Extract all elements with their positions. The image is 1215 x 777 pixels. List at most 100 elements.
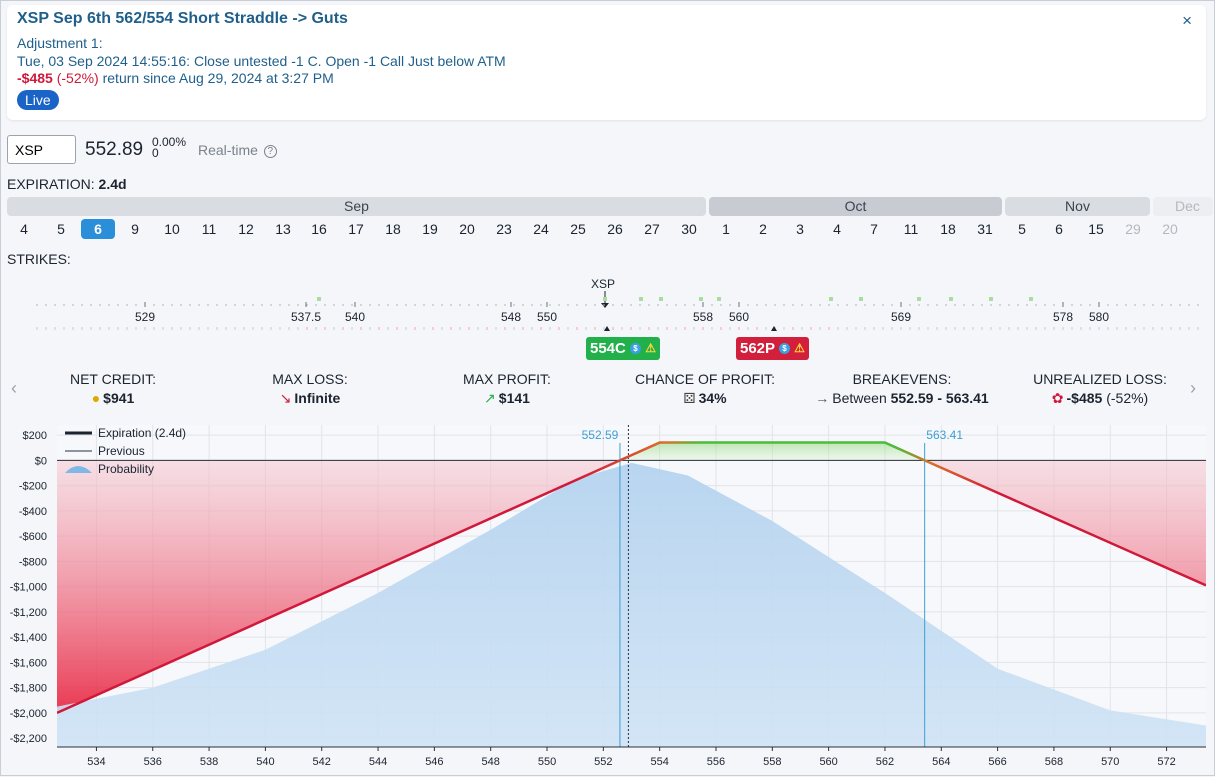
- underlying-marker-label: XSP: [591, 277, 615, 291]
- x-tick-label: 538: [200, 756, 218, 768]
- strike-label[interactable]: 560: [729, 310, 749, 324]
- chevron-right-icon[interactable]: ›: [1190, 378, 1196, 398]
- x-tick-label: 542: [313, 756, 331, 768]
- feed-label: Real-time: [198, 142, 258, 158]
- price-change-pct: 0.00%: [152, 135, 187, 149]
- warning-icon: ⚠: [645, 341, 656, 355]
- expiration-date[interactable]: 16: [311, 221, 327, 237]
- expiration-date[interactable]: 18: [385, 221, 401, 237]
- call-oi-mark: [829, 297, 833, 301]
- expiration-date[interactable]: 20: [459, 221, 475, 237]
- call-leg-chip[interactable]: 554C $ ⚠: [586, 337, 660, 360]
- expiration-date[interactable]: 24: [533, 221, 549, 237]
- expiration-date[interactable]: 5: [57, 221, 65, 237]
- expiration-date[interactable]: 10: [164, 221, 180, 237]
- expiration-date[interactable]: 2: [759, 221, 767, 237]
- x-tick-label: 554: [650, 756, 668, 768]
- expiration-date[interactable]: 4: [833, 221, 841, 237]
- expiration-date[interactable]: 11: [903, 221, 919, 237]
- adjustment-info: Adjustment 1: Tue, 03 Sep 2024 14:55:16:…: [17, 34, 506, 70]
- status-badge: Live: [17, 90, 59, 110]
- stat-breakevens: BREAKEVENS: → Between 552.59 - 563.41: [802, 371, 1002, 406]
- strike-label[interactable]: 529: [135, 310, 155, 324]
- price-change-abs: 0: [152, 146, 159, 160]
- warning-icon: ⚠: [794, 341, 805, 355]
- breakeven-label-high: 563.41: [926, 428, 963, 442]
- expiration-date[interactable]: 3: [796, 221, 804, 237]
- legend-expiration: Expiration (2.4d): [98, 426, 186, 440]
- expiration-date[interactable]: 11: [201, 221, 217, 237]
- stat-chance-of-profit: CHANCE OF PROFIT: ⚄ 34%: [625, 371, 785, 407]
- x-tick-label: 536: [144, 756, 162, 768]
- y-tick-label: $200: [23, 430, 47, 442]
- put-leg-chip[interactable]: 562P $ ⚠: [736, 337, 809, 360]
- stat-label: NET CREDIT:: [69, 371, 157, 387]
- stat-value: $141: [498, 390, 530, 406]
- put-leg-marker: [771, 326, 777, 331]
- expiration-date[interactable]: 30: [681, 221, 697, 237]
- expiration-date[interactable]: 9: [131, 221, 139, 237]
- expiration-date[interactable]: 29: [1125, 221, 1141, 237]
- expiration-date[interactable]: 6: [1055, 221, 1063, 237]
- return-line: -$485 (-52%) return since Aug 29, 2024 a…: [17, 70, 334, 86]
- y-tick-label: -$2,000: [10, 708, 47, 720]
- strike-label[interactable]: 558: [693, 310, 713, 324]
- chart-legend[interactable]: Expiration (2.4d) Previous Probability: [65, 426, 186, 476]
- expiration-date[interactable]: 1: [722, 221, 730, 237]
- y-tick-label: $0: [35, 455, 47, 467]
- strike-label[interactable]: 548: [501, 310, 521, 324]
- stat-value: 552.59 - 563.41: [890, 390, 989, 406]
- expiration-date[interactable]: 13: [275, 221, 291, 237]
- expiration-pnl-line: [57, 441, 1206, 715]
- expiration-date[interactable]: 17: [348, 221, 364, 237]
- call-oi-mark: [717, 297, 721, 301]
- expiration-date[interactable]: 18: [940, 221, 956, 237]
- expiration-date[interactable]: 7: [870, 221, 878, 237]
- month-sep[interactable]: Sep: [7, 197, 706, 216]
- strike-label[interactable]: 540: [345, 310, 365, 324]
- expiration-label: EXPIRATION: 2.4d: [7, 176, 127, 192]
- call-oi-mark: [989, 297, 993, 301]
- expiration-date[interactable]: 19: [422, 221, 438, 237]
- chevron-left-icon[interactable]: ‹: [11, 378, 17, 398]
- call-oi-mark: [1029, 297, 1033, 301]
- expiration-date[interactable]: 25: [570, 221, 586, 237]
- month-dec[interactable]: Dec: [1153, 197, 1213, 216]
- arrow-right-icon: →: [815, 390, 830, 406]
- expiration-date[interactable]: 5: [1018, 221, 1026, 237]
- x-axis: 534 536 538 540 542 544 546 548 550 552 554 556 558 5…: [57, 746, 1206, 768]
- dollar-icon: $: [630, 343, 642, 354]
- strike-label[interactable]: 569: [891, 310, 911, 324]
- expiration-date[interactable]: 27: [644, 221, 660, 237]
- x-tick-label: 570: [1101, 756, 1119, 768]
- x-tick-label: 572: [1157, 756, 1175, 768]
- x-tick-label: 562: [876, 756, 894, 768]
- month-oct[interactable]: Oct: [709, 197, 1002, 216]
- expiration-date[interactable]: 6: [81, 219, 115, 239]
- expiration-date-strip: 4 5 6 9 10 11 12 13 16 17 18 19 20 23 24 25 26 27 30 1 2 3 4 7 1…: [1, 219, 1215, 241]
- call-oi-mark: [859, 297, 863, 301]
- breakeven-label-low: 552.59: [582, 428, 619, 442]
- strike-ladder[interactable]: XSP 529 537.5 540 548 550 558 560 569 578 580: [1, 275, 1215, 337]
- expiration-date[interactable]: 20: [1162, 221, 1178, 237]
- strike-label[interactable]: 578: [1053, 310, 1073, 324]
- month-nov[interactable]: Nov: [1005, 197, 1150, 216]
- close-icon[interactable]: ×: [1182, 11, 1192, 30]
- strategy-title: XSP Sep 6th 562/554 Short Straddle -> Gu…: [17, 10, 348, 27]
- expiration-date[interactable]: 31: [977, 221, 993, 237]
- underlying-price: 552.89: [85, 139, 144, 160]
- expiration-date[interactable]: 23: [496, 221, 512, 237]
- expiration-date[interactable]: 12: [238, 221, 254, 237]
- y-tick-label: -$800: [19, 556, 47, 568]
- help-icon[interactable]: ?: [263, 145, 277, 158]
- strike-label[interactable]: 537.5: [291, 310, 321, 324]
- strike-label[interactable]: 580: [1089, 310, 1109, 324]
- strike-label[interactable]: 550: [537, 310, 557, 324]
- expiration-date[interactable]: 15: [1088, 221, 1104, 237]
- pnl-chart[interactable]: 552.59 563.41 $200 $0 -$200 -$400 -$600 -$800…: [1, 421, 1215, 777]
- price-change: 0.00% 0: [152, 135, 187, 160]
- expiration-date[interactable]: 4: [20, 221, 28, 237]
- expiration-date[interactable]: 26: [607, 221, 623, 237]
- symbol-input[interactable]: [7, 135, 76, 164]
